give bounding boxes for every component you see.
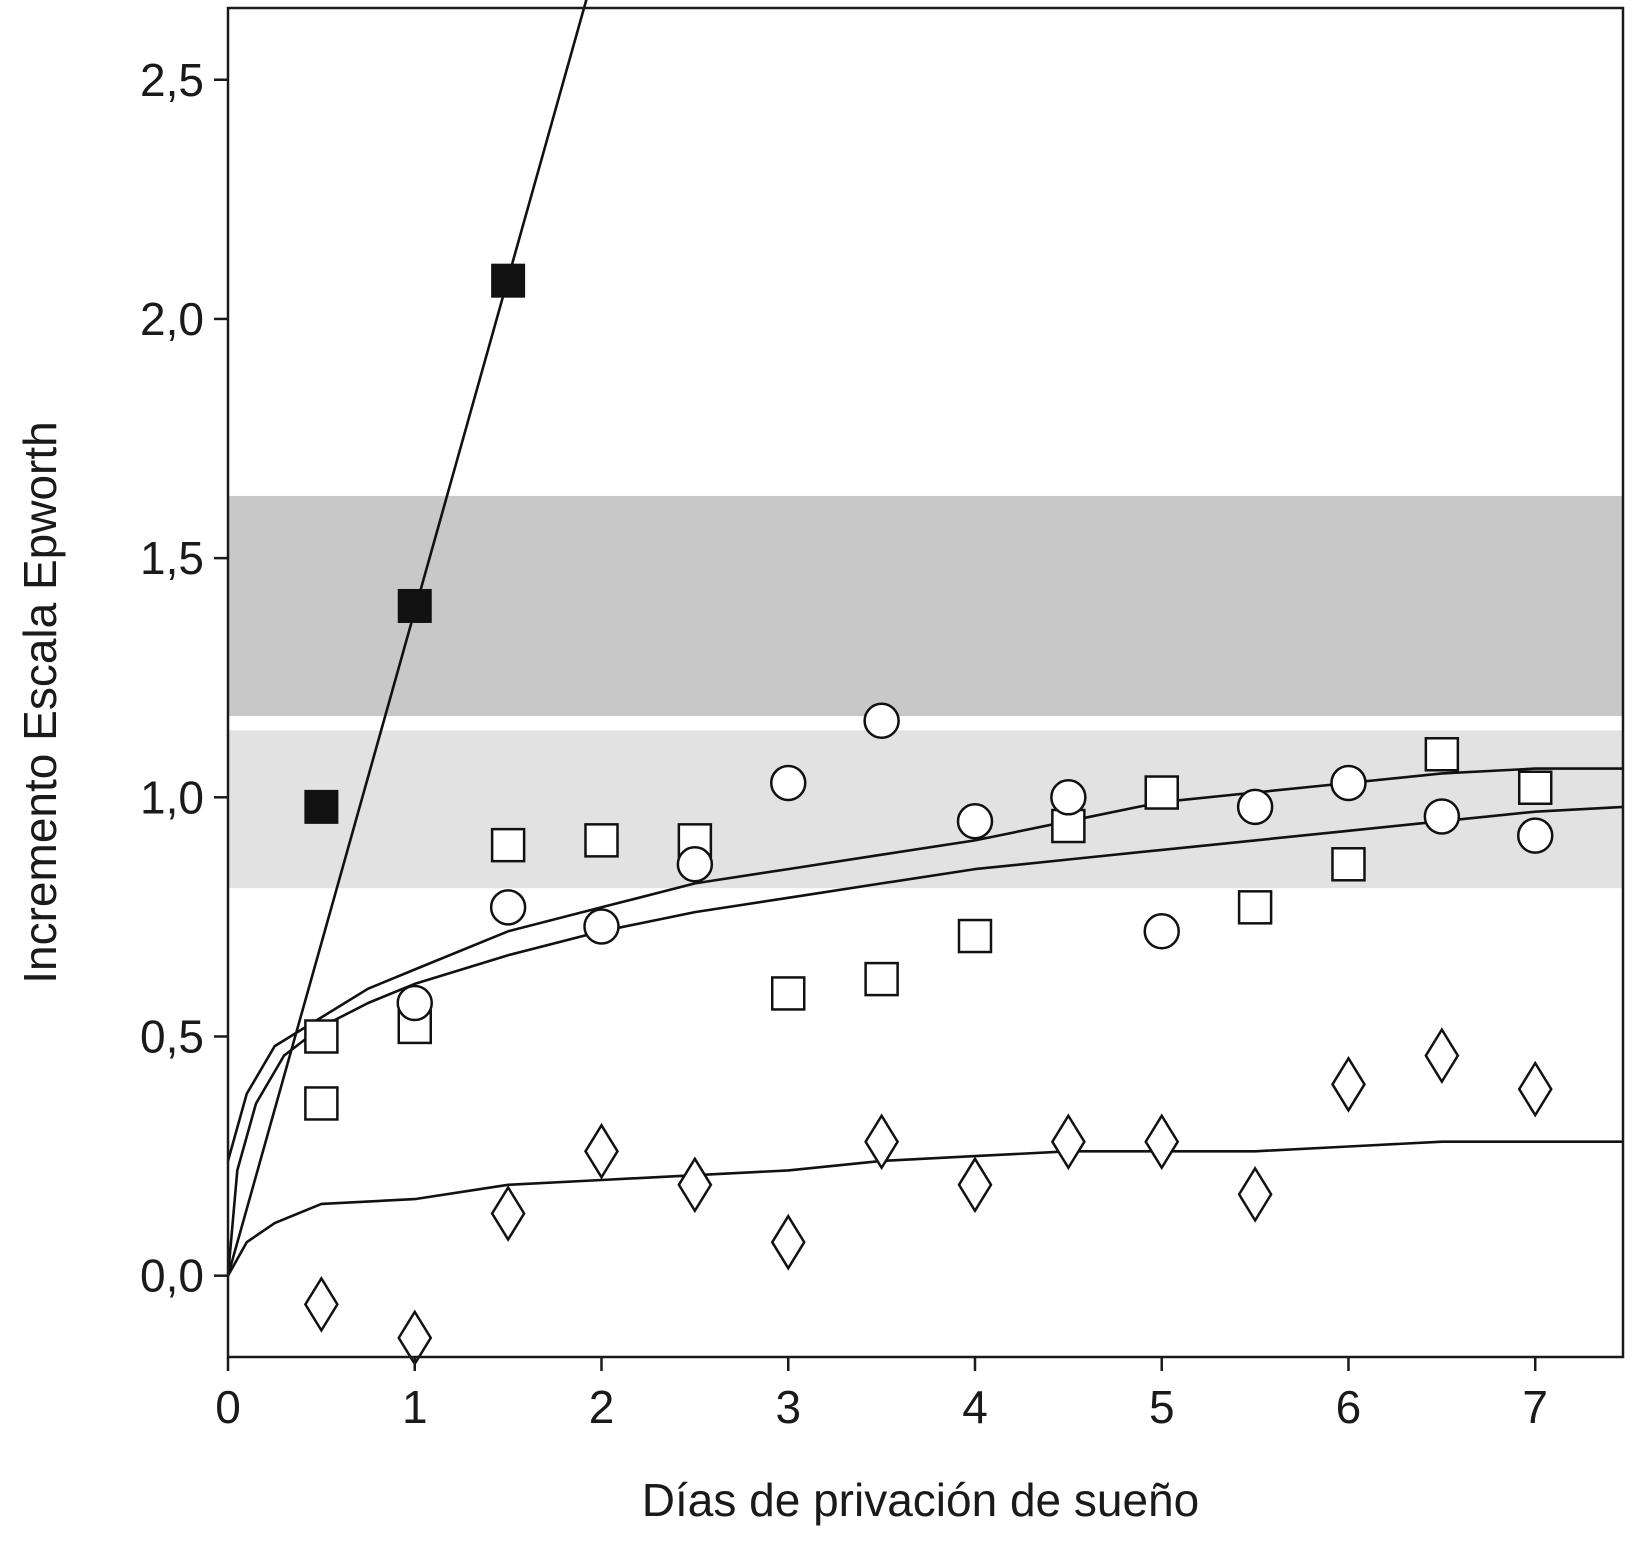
point-open-circle-6 <box>956 802 994 840</box>
x-tick-label-2: 2 <box>589 1381 615 1433</box>
point-filled-square-1 <box>397 588 432 623</box>
point-open-square-13 <box>1424 737 1460 772</box>
point-open-diamond-10 <box>1237 1165 1273 1223</box>
reference-band-1 <box>228 730 1623 889</box>
point-open-square-7 <box>864 961 899 997</box>
point-open-circle-11 <box>1423 798 1461 835</box>
point-open-circle-9 <box>1236 788 1274 826</box>
point-open-diamond-0 <box>303 1275 339 1333</box>
point-open-circle-0 <box>396 984 433 1022</box>
point-open-circle-10 <box>1330 764 1367 802</box>
y-tick-label-4: 2,0 <box>140 293 204 345</box>
x-tick-label-4: 4 <box>962 1381 988 1433</box>
data-points <box>303 263 1554 1367</box>
plot-frame <box>226 6 1625 1359</box>
x-tick-label-6: 6 <box>1336 1381 1362 1433</box>
point-open-circle-4 <box>769 764 807 802</box>
axis-ticks: 0 1 2 3 4 5 6 7 0,0 0,5 1,0 1,5 2,0 2,5 <box>140 54 1548 1433</box>
reference-band-0 <box>228 495 1623 716</box>
point-open-diamond-8 <box>1050 1113 1086 1171</box>
point-open-circle-2 <box>583 908 620 945</box>
fit-curve-open-circle <box>226 805 1624 1276</box>
reference-bands <box>228 495 1623 889</box>
point-open-diamond-3 <box>584 1122 619 1180</box>
point-open-square-3 <box>490 827 526 863</box>
x-tick-label-1: 1 <box>402 1381 428 1433</box>
y-tick-label-2: 1,0 <box>140 771 204 823</box>
point-open-diamond-2 <box>490 1185 526 1242</box>
point-open-circle-3 <box>676 846 714 883</box>
point-filled-square-2 <box>491 263 526 298</box>
point-open-diamond-11 <box>1331 1055 1366 1113</box>
point-open-diamond-6 <box>864 1113 900 1171</box>
point-open-diamond-7 <box>957 1156 993 1214</box>
point-open-square-1 <box>304 1086 339 1121</box>
y-axis-title: Incremento Escala Epworth <box>14 421 66 984</box>
y-tick-label-5: 2,5 <box>140 54 204 106</box>
point-open-square-10 <box>1144 775 1179 810</box>
y-tick-label-0: 0,0 <box>140 1250 204 1302</box>
x-tick-label-3: 3 <box>775 1381 801 1433</box>
point-open-square-12 <box>1331 847 1366 882</box>
point-open-diamond-9 <box>1144 1113 1180 1171</box>
point-open-square-14 <box>1517 770 1553 805</box>
y-tick-label-1: 0,5 <box>140 1010 204 1062</box>
point-open-diamond-13 <box>1517 1060 1553 1118</box>
point-open-square-8 <box>957 918 993 954</box>
x-tick-label-0: 0 <box>215 1381 241 1433</box>
point-open-circle-8 <box>1143 913 1180 950</box>
point-open-square-11 <box>1237 890 1273 925</box>
x-tick-label-7: 7 <box>1522 1381 1548 1433</box>
point-open-circle-7 <box>1050 779 1087 816</box>
y-tick-label-3: 1,5 <box>140 532 204 584</box>
fit-curve-open-diamond <box>226 1140 1623 1277</box>
point-filled-square-0 <box>304 789 339 824</box>
point-open-diamond-5 <box>770 1213 806 1271</box>
point-open-circle-1 <box>489 889 527 926</box>
x-tick-label-5: 5 <box>1149 1381 1175 1433</box>
point-open-square-4 <box>584 823 619 858</box>
point-open-diamond-4 <box>677 1156 713 1214</box>
point-open-diamond-12 <box>1424 1027 1460 1085</box>
point-open-circle-12 <box>1516 817 1554 854</box>
point-open-circle-5 <box>863 702 900 740</box>
point-open-square-6 <box>770 976 806 1011</box>
x-axis-title: Días de privación de sueño <box>642 1474 1199 1526</box>
point-open-square-0 <box>304 1019 339 1054</box>
